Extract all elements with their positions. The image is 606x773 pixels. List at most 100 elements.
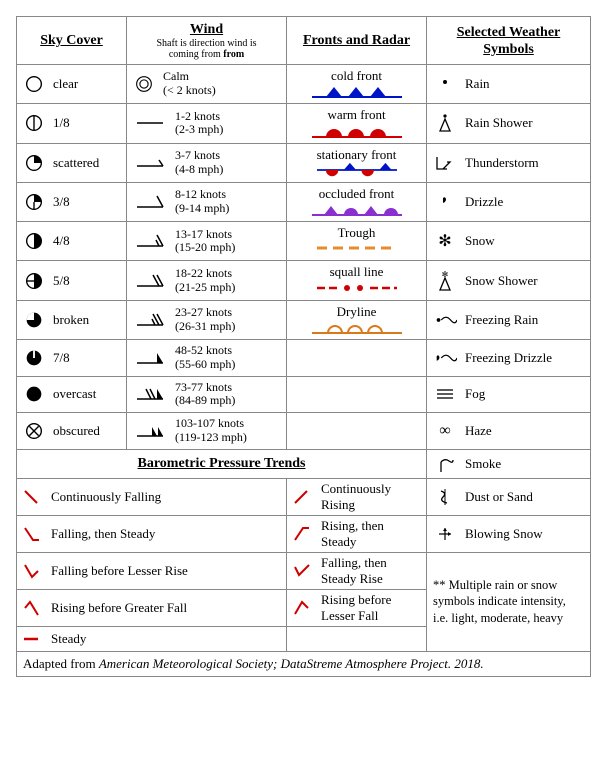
sky-scattered-icon <box>23 152 45 174</box>
baro-cont-rising-icon <box>291 487 311 507</box>
wx-freezing-drizzle: Freezing Drizzle <box>433 348 584 368</box>
sky-3of8-icon <box>23 191 45 213</box>
trough-icon <box>312 240 402 256</box>
front-cold: cold front <box>293 69 420 99</box>
wind-48-52: 48-52 knots(55-60 mph) <box>133 344 280 372</box>
wind-8-12-icon <box>133 191 167 213</box>
thunderstorm-icon <box>433 153 457 173</box>
sky-4of8: 4/8 <box>23 230 120 252</box>
wind-calm: Calm(< 2 knots) <box>133 70 280 98</box>
sky-7of8-icon <box>23 347 45 369</box>
wx-haze: ∞ Haze <box>433 421 584 441</box>
baro-fall-steady-rise: Falling, then Steady Rise <box>287 553 426 589</box>
baro-rise-greater-fall: Rising before Greater Fall <box>17 596 286 620</box>
wind-3-7: 3-7 knots(4-8 mph) <box>133 149 280 177</box>
wind-13-17-icon <box>133 230 167 252</box>
baro-cont-rising: Continuously Rising <box>287 479 426 515</box>
intensity-note: ** Multiple rain or snow symbols indicat… <box>427 552 591 651</box>
wind-13-17: 13-17 knots(15-20 mph) <box>133 228 280 256</box>
sky-5of8-icon <box>23 270 45 292</box>
snow-shower-icon: ✻ <box>433 271 457 291</box>
baro-steady: Steady <box>17 627 286 651</box>
sky-overcast-icon <box>23 383 45 405</box>
wx-snow-shower: ✻ Snow Shower <box>433 271 584 291</box>
sky-overcast: overcast <box>23 383 120 405</box>
wind-18-22-icon <box>133 270 167 292</box>
freezing-drizzle-icon <box>433 348 457 368</box>
wind-103-107: 103-107 knots(119-123 mph) <box>133 417 280 445</box>
wind-1-2-icon <box>133 112 167 134</box>
wx-fog: Fog <box>433 384 584 404</box>
wind-23-27-icon <box>133 309 167 331</box>
wind-73-77-icon <box>133 383 167 405</box>
front-stationary: stationary front <box>293 148 420 178</box>
dust-icon <box>433 487 457 507</box>
front-empty-9 <box>287 376 427 413</box>
smoke-icon <box>433 454 457 474</box>
front-trough: Trough <box>293 226 420 256</box>
baro-fall-steady-rise-icon <box>291 561 311 581</box>
baro-cont-falling: Continuously Falling <box>17 485 286 509</box>
sky-1of8: 1/8 <box>23 112 120 134</box>
weather-legend-table: Sky Cover Wind Shaft is direction wind i… <box>16 16 591 677</box>
baro-rise-steady-icon <box>291 524 311 544</box>
attribution: Adapted from American Meteorological Soc… <box>17 651 591 676</box>
sky-7of8: 7/8 <box>23 347 120 369</box>
baro-empty <box>287 626 427 651</box>
wind-23-27: 23-27 knots(26-31 mph) <box>133 306 280 334</box>
sky-scattered: scattered <box>23 152 120 174</box>
sky-obscured: obscured <box>23 420 120 442</box>
header-sky: Sky Cover <box>17 17 127 65</box>
sky-clear-icon <box>23 73 45 95</box>
baro-fall-steady: Falling, then Steady <box>17 522 286 546</box>
wx-rain-shower: Rain Shower <box>433 113 584 133</box>
squall-line-icon <box>312 280 402 296</box>
sky-broken: broken <box>23 309 120 331</box>
sky-5of8: 5/8 <box>23 270 120 292</box>
rain-icon <box>433 74 457 94</box>
wx-dust: Dust or Sand <box>433 487 584 507</box>
sky-obscured-icon <box>23 420 45 442</box>
fog-icon <box>433 384 457 404</box>
blowing-snow-icon <box>433 524 457 544</box>
occluded-front-icon <box>312 201 402 217</box>
wx-drizzle: Drizzle <box>433 192 584 212</box>
baro-rise-steady: Rising, then Steady <box>287 516 426 552</box>
front-occluded: occluded front <box>293 187 420 217</box>
baro-fall-lesser-rise-icon <box>21 561 41 581</box>
wx-freezing-rain: Freezing Rain <box>433 310 584 330</box>
wind-1-2: 1-2 knots(2-3 mph) <box>133 110 280 138</box>
snow-icon: ✻ <box>433 231 457 251</box>
wx-blowing-snow: Blowing Snow <box>433 524 584 544</box>
baro-cont-falling-icon <box>21 487 41 507</box>
wind-103-107-icon <box>133 420 167 442</box>
drizzle-icon <box>433 192 457 212</box>
rain-shower-icon <box>433 113 457 133</box>
header-symbols: Selected Weather Symbols <box>427 17 591 65</box>
stationary-front-icon <box>312 162 402 178</box>
wx-thunderstorm: Thunderstorm <box>433 153 584 173</box>
baro-rise-lesser-fall: Rising before Lesser Fall <box>287 590 426 626</box>
sky-clear: clear <box>23 73 120 95</box>
baro-rise-lesser-fall-icon <box>291 598 311 618</box>
sky-4of8-icon <box>23 230 45 252</box>
wind-48-52-icon <box>133 347 167 369</box>
wx-rain: Rain <box>433 74 584 94</box>
wind-18-22: 18-22 knots(21-25 mph) <box>133 267 280 295</box>
haze-icon: ∞ <box>433 421 457 441</box>
front-warm: warm front <box>293 108 420 138</box>
baro-fall-lesser-rise: Falling before Lesser Rise <box>17 559 286 583</box>
dryline-icon <box>312 319 402 335</box>
front-empty-10 <box>287 413 427 450</box>
wx-smoke: Smoke <box>433 454 584 474</box>
baro-rise-greater-fall-icon <box>21 598 41 618</box>
header-fronts: Fronts and Radar <box>287 17 427 65</box>
wind-8-12: 8-12 knots(9-14 mph) <box>133 188 280 216</box>
wx-snow: ✻ Snow <box>433 231 584 251</box>
front-squall: squall line <box>293 265 420 295</box>
header-wind: Wind Shaft is direction wind iscoming fr… <box>127 17 287 65</box>
freezing-rain-icon <box>433 310 457 330</box>
warm-front-icon <box>312 123 402 139</box>
sky-3of8: 3/8 <box>23 191 120 213</box>
wind-3-7-icon <box>133 152 167 174</box>
